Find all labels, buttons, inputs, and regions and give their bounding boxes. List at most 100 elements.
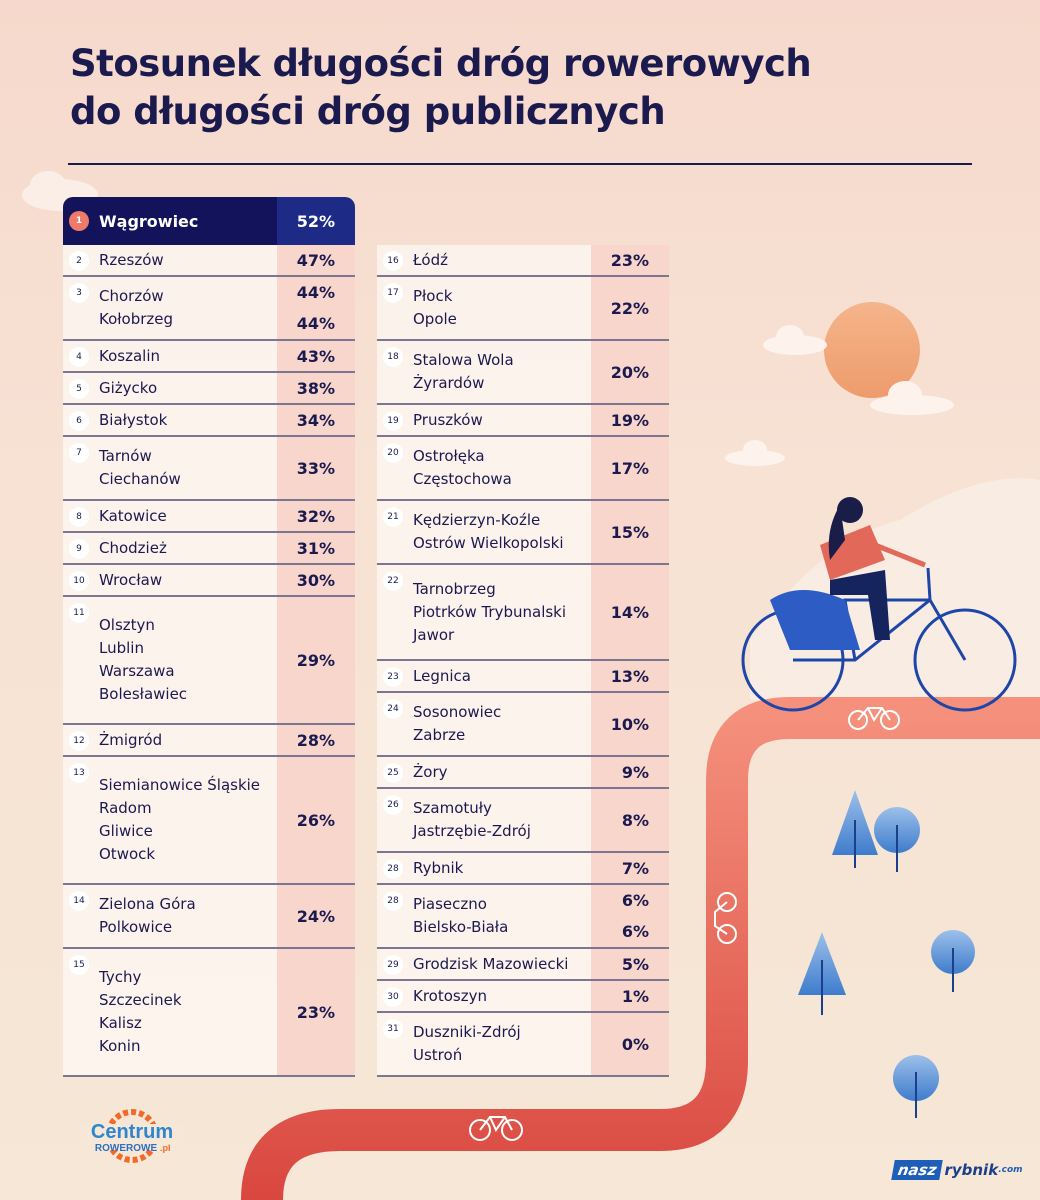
city-name: Duszniki-Zdrój (413, 1023, 521, 1041)
city-name: Częstochowa (413, 470, 512, 488)
city-cell: 28 Rybnik (377, 853, 591, 883)
table-row: 15 Tychy Szczecinek Kalisz Konin 23% (63, 949, 355, 1077)
naszrybnik-logo: nasz rybnik .com (891, 1160, 1023, 1180)
city-name: Piotrków Trybunalski (413, 602, 567, 621)
title-divider (68, 163, 972, 165)
city-name: Giżycko (99, 378, 158, 397)
city-cell: 1 Wągrowiec (63, 197, 277, 245)
city-name: Ostrołęka (413, 447, 485, 465)
percent-cell: 52% (277, 197, 355, 245)
table-row: 28 Piaseczno Bielsko-Biała 6% 6% (377, 885, 669, 949)
city-names: Łódź (413, 249, 448, 272)
rank-badge: 7 (69, 443, 89, 463)
city-cell: 28 Piaseczno Bielsko-Biała (377, 885, 591, 947)
percent-value: 23% (296, 1002, 335, 1022)
rank-badge: 25 (383, 763, 403, 783)
table-row: 9 Chodzież 31% (63, 533, 355, 565)
city-name: Wrocław (99, 570, 163, 589)
city-name: Zielona Góra (99, 895, 196, 913)
rank-badge: 20 (383, 443, 403, 463)
percent-value: 20% (610, 362, 649, 382)
logo-text-centrum: Centrum (91, 1121, 173, 1143)
ranking-table-left: 1 Wągrowiec 52% 2 Rzeszów 47% 3 Chorzów Kołobrze… (63, 197, 355, 1077)
title-line-1: Stosunek długości dróg rowerowych (70, 42, 812, 85)
city-names: Piaseczno Bielsko-Biała (413, 893, 508, 939)
city-names: Giżycko (99, 377, 157, 400)
gear-icon: Centrum ROWEROWE .pl (82, 1109, 182, 1163)
percent-value: 17% (610, 458, 649, 478)
rank-badge: 4 (69, 347, 89, 367)
city-names: Chodzież (99, 537, 167, 560)
table-row: 8 Katowice 32% (63, 501, 355, 533)
city-names: Kędzierzyn-Koźle Ostrów Wielkopolski (413, 509, 563, 555)
percent-value: 23% (610, 250, 649, 270)
city-cell: 6 Białystok (63, 405, 277, 435)
city-name: Płock (413, 287, 453, 305)
percent-cell: 47% (277, 245, 355, 275)
percent-cell: 8% (591, 789, 669, 851)
city-names: Krotoszyn (413, 985, 487, 1008)
cloud-icon (763, 325, 827, 355)
rank-badge: 23 (383, 667, 403, 687)
percent-value: 6% (621, 891, 649, 910)
city-name: Ciechanów (99, 470, 181, 488)
table-row: 21 Kędzierzyn-Koźle Ostrów Wielkopolski 15% (377, 501, 669, 565)
percent-value: 6% (621, 922, 649, 941)
city-name: Otwock (99, 845, 156, 863)
rank-badge: 19 (383, 411, 403, 431)
percent-value: 30% (296, 570, 335, 590)
city-name: Opole (413, 310, 457, 328)
rank-badge: 24 (383, 699, 403, 719)
city-cell: 12 Żmigród (63, 725, 277, 755)
city-name: Olsztyn (99, 616, 155, 634)
city-names: Pruszków (413, 409, 483, 432)
city-cell: 9 Chodzież (63, 533, 277, 563)
city-name: Tarnów (99, 447, 152, 465)
city-name: Zabrze (413, 726, 466, 744)
percent-value: 22% (610, 298, 649, 318)
percent-value: 32% (296, 506, 335, 526)
city-name: Jastrzębie-Zdrój (413, 822, 531, 840)
percent-cell: 9% (591, 757, 669, 787)
city-cell: 14 Zielona Góra Polkowice (63, 885, 277, 947)
city-names: Tychy Szczecinek Kalisz Konin (99, 966, 182, 1058)
percent-cell: 31% (277, 533, 355, 563)
city-name: Rybnik (413, 858, 464, 877)
table-row: 23 Legnica 13% (377, 661, 669, 693)
city-names: Koszalin (99, 345, 160, 368)
rank-badge: 29 (383, 955, 403, 975)
city-names: Chorzów Kołobrzeg (99, 285, 173, 331)
table-row: 26 Szamotuły Jastrzębie-Zdrój 8% (377, 789, 669, 853)
percent-value: 13% (610, 666, 649, 686)
percent-value: 14% (610, 602, 649, 622)
city-name: Sosonowiec (413, 703, 502, 721)
city-name: Stalowa Wola (413, 351, 514, 369)
table-row: 30 Krotoszyn 1% (377, 981, 669, 1013)
city-name: Tychy (99, 968, 142, 986)
city-name: Piaseczno (413, 895, 487, 913)
rank-badge: 8 (69, 507, 89, 527)
city-name: Grodzisk Mazowiecki (413, 954, 569, 973)
rank-badge: 12 (69, 731, 89, 751)
percent-value: 8% (621, 810, 649, 830)
city-names: Sosonowiec Zabrze (413, 701, 501, 747)
rank-badge: 13 (69, 763, 89, 783)
percent-value: 31% (296, 538, 335, 558)
city-cell: 17 Płock Opole (377, 277, 591, 339)
percent-cell: 23% (277, 949, 355, 1075)
city-name: Żyrardów (413, 374, 485, 392)
city-cell: 19 Pruszków (377, 405, 591, 435)
percent-value: 38% (296, 378, 335, 398)
percent-cell: 1% (591, 981, 669, 1011)
percent-cell: 23% (591, 245, 669, 275)
percent-cell: 20% (591, 341, 669, 403)
city-names: Ostrołęka Częstochowa (413, 445, 512, 491)
percent-cell: 26% (277, 757, 355, 883)
table-row: 10 Wrocław 30% (63, 565, 355, 597)
table-row: 6 Białystok 34% (63, 405, 355, 437)
city-cell: 22 Tarnobrzeg Piotrków Trybunalski Jawor (377, 565, 591, 659)
city-names: Płock Opole (413, 285, 457, 331)
city-cell: 26 Szamotuły Jastrzębie-Zdrój (377, 789, 591, 851)
city-name: Legnica (413, 666, 471, 685)
city-name: Kołobrzeg (99, 310, 174, 328)
